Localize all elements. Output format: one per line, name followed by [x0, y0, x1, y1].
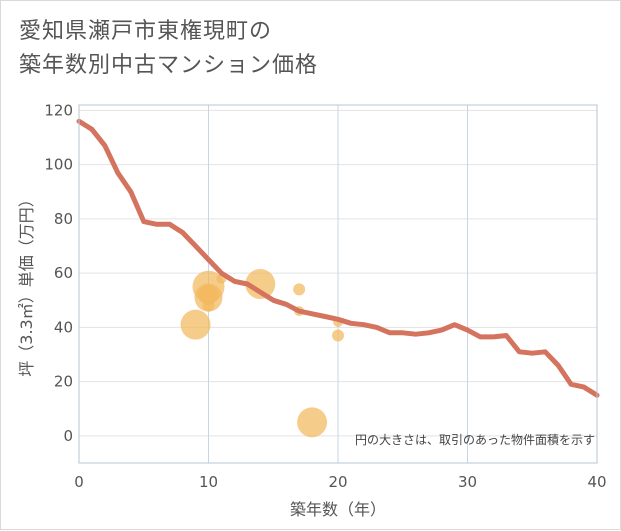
title-line-1: 愛知県瀬戸市東権現町の	[19, 19, 273, 44]
chart-title: 愛知県瀬戸市東権現町の 築年数別中古マンション価格	[19, 15, 318, 83]
x-tick-label: 30	[458, 473, 477, 491]
x-axis-label: 築年数（年）	[290, 500, 386, 519]
bubble-point	[297, 407, 328, 438]
title-line-2: 築年数別中古マンション価格	[19, 53, 319, 78]
bubble-point	[293, 283, 306, 296]
x-tick-label: 20	[328, 473, 347, 491]
y-tick-label: 120	[44, 101, 73, 119]
bubble-point	[180, 309, 211, 340]
y-tick-label: 20	[54, 373, 73, 391]
bubble-point	[245, 269, 276, 299]
y-tick-label: 100	[44, 156, 73, 174]
bubble-point	[194, 283, 223, 312]
bubble-point	[332, 329, 344, 342]
grid	[78, 105, 598, 463]
x-tick-label: 40	[587, 473, 606, 491]
line-layer	[76, 118, 600, 398]
x-tick-label: 0	[74, 473, 84, 491]
y-axis-label: 坪（3.3㎡）単価（万円）	[17, 191, 36, 376]
bubble-point	[202, 299, 215, 312]
y-tick-label: 80	[54, 210, 73, 228]
y-tick-label: 0	[63, 427, 73, 445]
y-tick-labels: 0 20 40 60 80 100 120	[44, 101, 73, 444]
y-tick-label: 40	[54, 318, 73, 336]
size-annotation: 円の大きさは、取引のあった物件面積を示す	[355, 432, 595, 447]
x-tick-label: 10	[199, 473, 218, 491]
price-trend-line	[76, 118, 600, 398]
x-tick-labels: 0 10 20 30 40	[74, 473, 606, 491]
plot-border	[78, 104, 598, 464]
bubbles	[180, 269, 344, 438]
y-tick-label: 60	[54, 264, 73, 282]
